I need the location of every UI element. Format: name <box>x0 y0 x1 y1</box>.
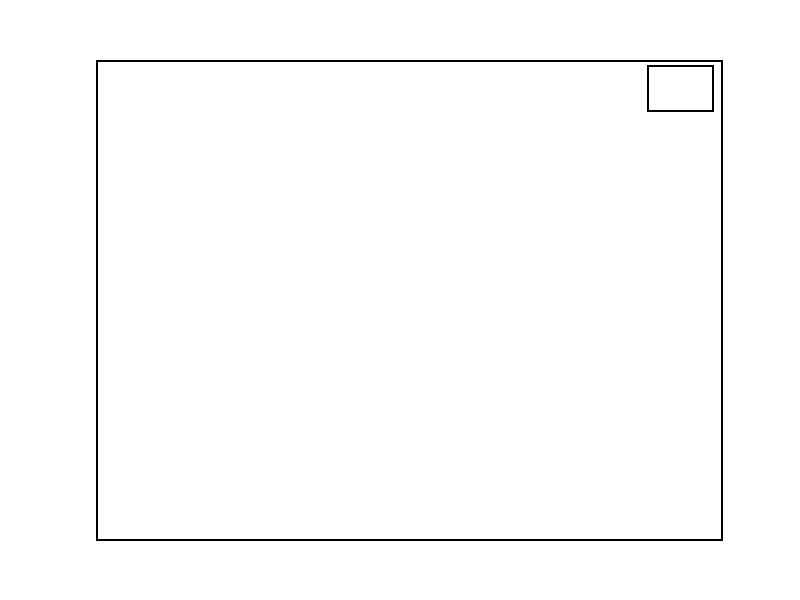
plot-area <box>96 60 723 541</box>
legend <box>647 65 714 112</box>
annotations-layer <box>98 62 721 539</box>
